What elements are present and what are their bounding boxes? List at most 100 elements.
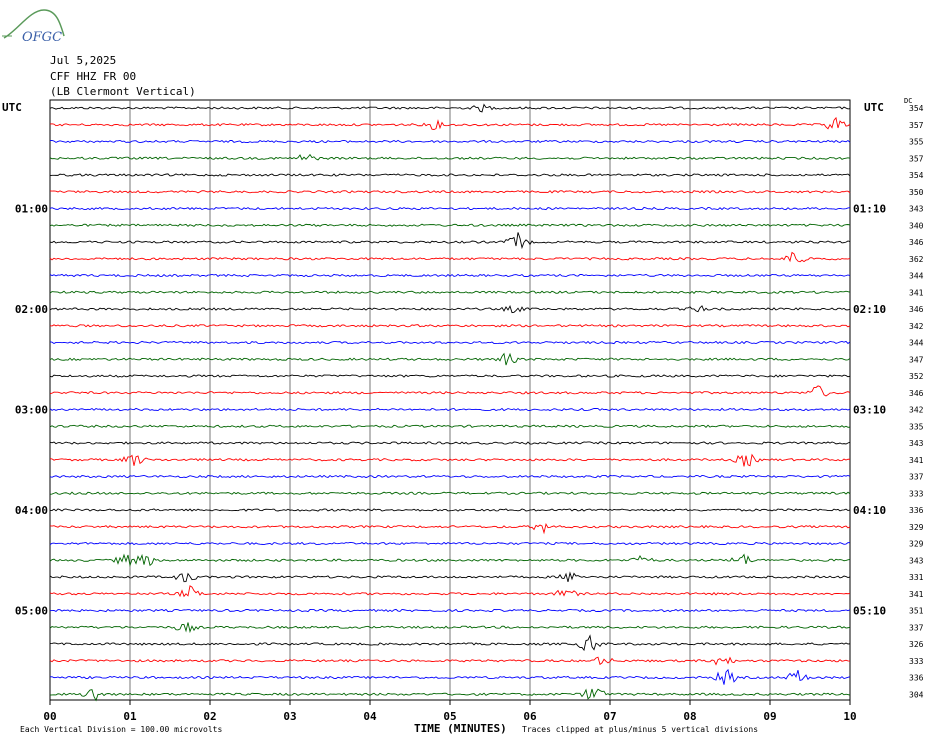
dc-offset-label: 346: [909, 238, 924, 247]
dc-offset-label: 342: [909, 322, 924, 331]
utc-right-label: UTC: [864, 101, 884, 114]
dc-offset-label: 344: [909, 272, 924, 281]
left-time-label: 02:00: [15, 303, 48, 316]
dc-offset-label: 351: [909, 607, 924, 616]
dc-offset-label: 357: [909, 154, 924, 163]
dc-offset-label: 341: [909, 456, 924, 465]
trace-row-2: [49, 139, 851, 144]
x-axis-title: TIME (MINUTES): [414, 722, 507, 735]
dc-offset-label: 337: [909, 473, 924, 482]
x-tick-label: 00: [43, 710, 56, 723]
trace-row-9: [49, 251, 851, 263]
dc-offset-label: 354: [909, 104, 924, 113]
trace-row-6: [49, 206, 851, 211]
dc-offset-label: 357: [909, 121, 924, 130]
trace-row-30: [49, 608, 851, 613]
x-tick-label: 09: [763, 710, 776, 723]
x-tick-label: 07: [603, 710, 616, 723]
trace-row-29: [49, 585, 851, 598]
dc-offset-label: 331: [909, 573, 924, 582]
logo-text: OFGC: [22, 30, 62, 45]
left-time-label: 04:00: [15, 504, 48, 517]
dc-offset-label: 340: [909, 221, 924, 230]
dc-offset-label: 343: [909, 439, 924, 448]
trace-row-20: [49, 441, 851, 445]
dc-offset-label: 354: [909, 171, 924, 180]
trace-row-26: [49, 541, 851, 546]
trace-row-8: [49, 232, 851, 250]
trace-row-7: [49, 223, 851, 227]
trace-row-33: [49, 656, 851, 666]
dc-offset-label: 336: [909, 506, 924, 515]
left-time-label: 05:00: [15, 605, 48, 618]
dc-offset-label: 333: [909, 657, 924, 666]
trace-row-17: [49, 385, 851, 397]
left-time-label: 01:00: [15, 203, 48, 216]
trace-row-14: [49, 340, 851, 345]
station-label: CFF HHZ FR 00: [50, 70, 137, 83]
trace-row-27: [49, 553, 851, 568]
dc-offset-label: 341: [909, 288, 924, 297]
x-tick-label: 02: [203, 710, 216, 723]
trace-row-21: [49, 453, 851, 467]
trace-row-15: [49, 352, 851, 366]
dc-offset-label: 335: [909, 422, 924, 431]
trace-row-3: [49, 153, 851, 161]
trace-row-16: [49, 374, 851, 378]
trace-row-32: [49, 634, 851, 652]
trace-row-1: [49, 116, 851, 130]
x-tick-label: 06: [523, 710, 537, 723]
dc-offset-label: 343: [909, 205, 924, 214]
trace-row-28: [49, 571, 851, 583]
dc-offset-label: 333: [909, 489, 924, 498]
dc-offset-label: 343: [909, 556, 924, 565]
right-time-label: 03:10: [853, 404, 886, 417]
dc-offset-label: 329: [909, 540, 924, 549]
dc-offset-label: 346: [909, 305, 924, 314]
dc-offset-label: 337: [909, 623, 924, 632]
x-tick-label: 01: [123, 710, 137, 723]
dc-offset-label: 350: [909, 188, 924, 197]
dc-offset-label: 342: [909, 406, 924, 415]
utc-left-label: UTC: [2, 101, 22, 114]
x-tick-label: 05: [443, 710, 456, 723]
x-tick-label: 03: [283, 710, 296, 723]
left-time-label: 03:00: [15, 404, 48, 417]
dc-offset-label: 362: [909, 255, 924, 264]
dc-offset-label: 326: [909, 640, 924, 649]
right-time-label: 05:10: [853, 605, 886, 618]
dc-label: DC: [904, 97, 913, 105]
trace-row-24: [49, 508, 851, 512]
ofgc-logo: OFGC: [2, 9, 65, 45]
dc-offset-label: 355: [909, 138, 924, 147]
trace-row-4: [49, 173, 851, 177]
dc-offset-label: 304: [909, 690, 924, 699]
dc-offset-label: 344: [909, 339, 924, 348]
trace-row-23: [49, 491, 851, 495]
dc-offset-label: 329: [909, 523, 924, 532]
trace-row-34: [49, 668, 851, 685]
scale-note: Each Vertical Division = 100.00 microvol…: [20, 725, 223, 734]
x-tick-label: 04: [363, 710, 377, 723]
trace-row-18: [49, 407, 851, 412]
dc-offset-label: 336: [909, 674, 924, 683]
right-time-label: 01:10: [853, 203, 886, 216]
trace-row-35: [49, 688, 851, 702]
trace-row-31: [49, 622, 851, 634]
trace-row-10: [49, 273, 851, 278]
trace-row-13: [49, 324, 851, 328]
dc-offset-label: 346: [909, 389, 924, 398]
dc-offset-label: 347: [909, 355, 924, 364]
trace-row-25: [49, 522, 851, 535]
trace-row-0: [49, 103, 851, 113]
trace-row-5: [49, 190, 851, 194]
clip-note: Traces clipped at plus/minus 5 vertical …: [522, 725, 759, 734]
right-time-label: 02:10: [853, 303, 886, 316]
trace-row-22: [49, 474, 851, 479]
dc-offset-label: 352: [909, 372, 924, 381]
dc-offset-label: 341: [909, 590, 924, 599]
trace-row-11: [49, 290, 851, 294]
trace-row-12: [49, 304, 851, 314]
right-time-label: 04:10: [853, 504, 886, 517]
